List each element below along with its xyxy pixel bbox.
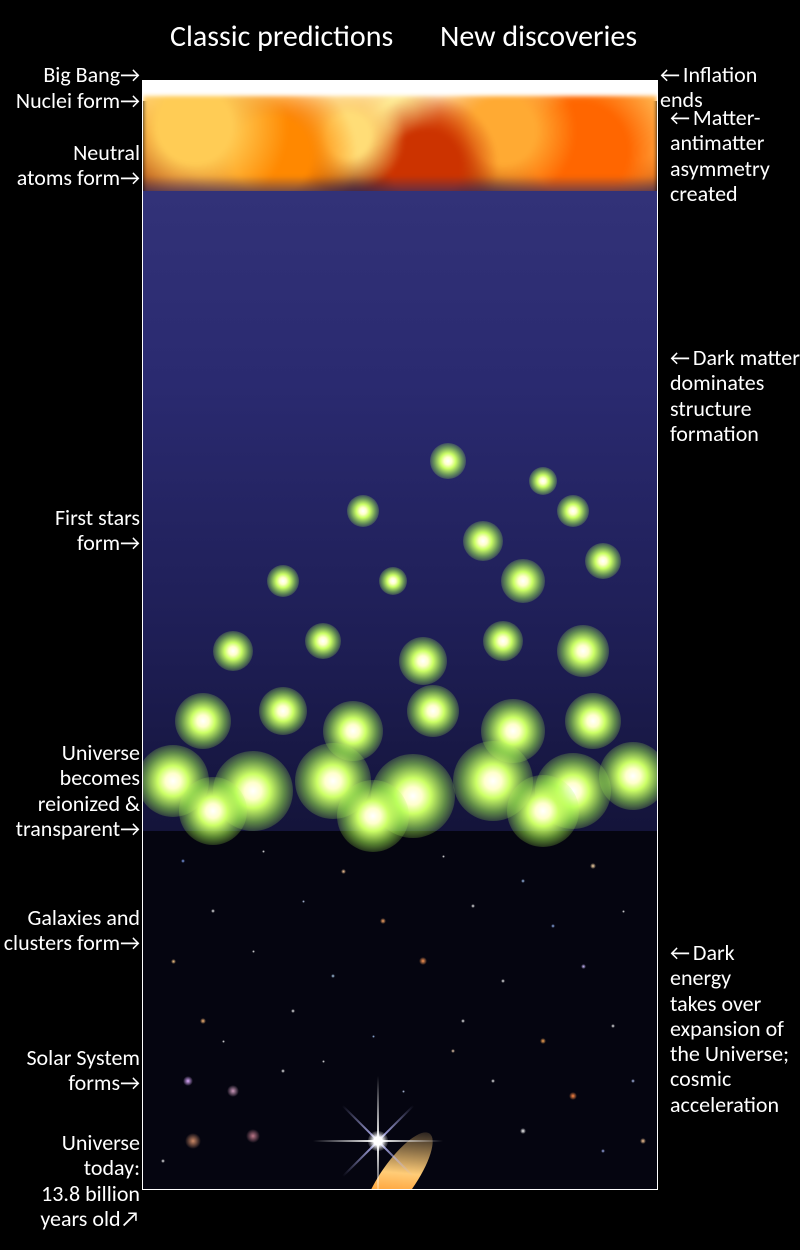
galaxy-dot [569, 1092, 577, 1100]
galaxy-dot [302, 900, 305, 903]
galaxy-dot [246, 1129, 260, 1143]
green-star [501, 559, 545, 603]
galaxy-dot [185, 1133, 201, 1149]
green-star [213, 631, 253, 671]
galaxy-dot [442, 855, 445, 858]
galaxy-dot [590, 863, 596, 869]
green-star [407, 685, 459, 737]
galaxy-dot [331, 974, 335, 978]
green-star [259, 687, 307, 735]
green-star [557, 625, 609, 677]
galaxy-dot [341, 869, 346, 874]
galaxy-dot [222, 1040, 225, 1043]
band-galaxies [143, 831, 657, 1189]
galaxy-dot [461, 1019, 465, 1023]
green-star [430, 443, 466, 479]
band-fire [143, 96, 657, 196]
galaxy-dot [611, 1024, 615, 1028]
green-star [557, 495, 589, 527]
green-star [529, 467, 557, 495]
galaxy-dot [551, 924, 555, 928]
galaxy-dot [372, 1035, 375, 1038]
label-neutral: Neutralatoms form→ [17, 140, 140, 191]
galaxy-dot [640, 1138, 646, 1144]
green-star [399, 637, 447, 685]
galaxy-dot [161, 1159, 165, 1163]
green-star [179, 777, 247, 845]
galaxy-dot [451, 1049, 455, 1053]
galaxy-dot [471, 904, 475, 908]
green-star [565, 693, 621, 749]
header-classic: Classic predictions [170, 18, 393, 55]
galaxy-dot [291, 1009, 295, 1013]
galaxy-dot [501, 979, 505, 983]
green-star [463, 521, 503, 561]
green-star [585, 543, 621, 579]
galaxy-dot [402, 1090, 405, 1093]
galaxy-dot [262, 850, 265, 853]
green-star [305, 623, 341, 659]
label-darkenergy: ←Dark energytakes overexpansion ofthe Un… [670, 940, 800, 1117]
galaxy-dot [183, 1076, 193, 1086]
green-star [337, 780, 409, 852]
galaxy-dot [581, 964, 586, 969]
galaxy-dot [520, 1128, 526, 1134]
galaxy-dot [252, 950, 255, 953]
label-nuclei: Nuclei form→ [16, 88, 140, 113]
galaxy-dot [622, 910, 625, 913]
galaxy-dot [322, 1060, 325, 1063]
galaxy-dot [171, 959, 176, 964]
galaxy-dot [211, 909, 215, 913]
galaxy-dot [540, 1038, 546, 1044]
galaxy-dot [380, 918, 386, 924]
galaxy-dot [631, 1079, 635, 1083]
green-star [267, 565, 299, 597]
green-star [379, 567, 407, 595]
galaxy-dot [521, 879, 525, 883]
green-star [175, 693, 231, 749]
green-star [599, 742, 658, 810]
galaxy-dot [200, 1018, 206, 1024]
label-first-stars: First starsform→ [55, 505, 140, 556]
label-big-bang: Big Bang→ [43, 62, 140, 87]
label-asymmetry: ←Matter-antimatterasymmetrycreated [670, 105, 770, 206]
galaxy-dot [419, 957, 427, 965]
label-darkmatter: ←Dark matterdominatesstructureformation [670, 345, 800, 446]
label-galaxies: Galaxies andclusters form→ [4, 905, 140, 956]
label-today: Universetoday:13.8 billionyears old↗ [40, 1130, 140, 1231]
galaxy-dot [491, 1079, 495, 1083]
galaxy-dot [601, 1149, 605, 1153]
galaxy-dot [281, 1069, 285, 1073]
header-new: New discoveries [440, 18, 637, 55]
timeline-panel [142, 80, 658, 1190]
galaxy-dot [227, 1085, 239, 1097]
label-reionized: Universebecomesreionized &transparent→ [16, 740, 140, 841]
green-star [483, 621, 523, 661]
green-star [507, 775, 579, 847]
green-star [347, 495, 379, 527]
galaxy-dot [181, 859, 185, 863]
label-solar: Solar Systemforms→ [26, 1045, 140, 1096]
